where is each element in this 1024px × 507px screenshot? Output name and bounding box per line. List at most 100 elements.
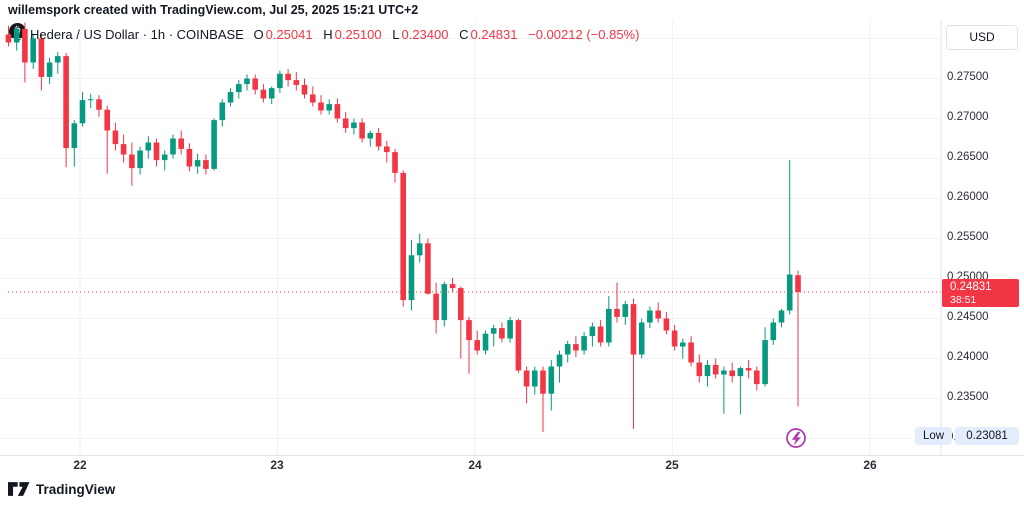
candle-body bbox=[285, 73, 291, 81]
candle-body bbox=[104, 109, 110, 131]
candle-body bbox=[293, 80, 300, 85]
candle-body bbox=[46, 62, 53, 77]
candle-body bbox=[671, 330, 678, 347]
price-tick: 0.26000 bbox=[947, 191, 989, 203]
candle-body bbox=[219, 102, 226, 121]
candle-body bbox=[729, 370, 735, 377]
price-tick: 0.26500 bbox=[947, 151, 989, 163]
candle-body bbox=[153, 142, 160, 161]
candle-body bbox=[87, 99, 94, 101]
candle-body bbox=[795, 275, 801, 292]
candle-body bbox=[13, 28, 20, 43]
time-tick-23: 23 bbox=[270, 458, 284, 472]
candle-body bbox=[260, 89, 267, 99]
candle-body bbox=[5, 34, 12, 43]
time-tick-22: 22 bbox=[73, 458, 87, 472]
candle-body bbox=[573, 344, 579, 351]
ohlc-high-label: H bbox=[323, 27, 333, 42]
candle-body bbox=[745, 368, 752, 371]
grid bbox=[0, 20, 941, 455]
candle-body bbox=[22, 28, 28, 63]
candle-body bbox=[236, 84, 242, 93]
candle-body bbox=[351, 122, 357, 129]
candle-body bbox=[384, 146, 390, 153]
attribution-text: willemspork created with TradingView.com… bbox=[8, 3, 419, 17]
candle-body bbox=[663, 318, 670, 331]
candle-body bbox=[523, 370, 530, 387]
candle-body bbox=[268, 88, 275, 99]
candle-body bbox=[490, 328, 497, 334]
candle-body bbox=[762, 340, 768, 385]
candle-body bbox=[688, 342, 694, 363]
tradingview-logo-link[interactable]: TradingView bbox=[8, 481, 115, 497]
candle-body bbox=[38, 38, 45, 77]
candle-body bbox=[458, 288, 464, 321]
tradingview-logo-icon bbox=[8, 482, 30, 496]
last-price-badge: 0.24831 38:51 bbox=[942, 279, 1019, 307]
candle-body bbox=[630, 304, 637, 355]
candle-body bbox=[433, 293, 439, 321]
candle-body bbox=[696, 362, 703, 377]
candle-body bbox=[96, 99, 102, 110]
candle-body bbox=[556, 354, 563, 367]
ohlc-low-label: L bbox=[392, 27, 400, 42]
time-tick-24: 24 bbox=[468, 458, 482, 472]
candle-body bbox=[161, 154, 168, 161]
candle-body bbox=[737, 368, 744, 377]
candle-body bbox=[655, 310, 661, 319]
currency-toggle-button[interactable]: USD bbox=[946, 25, 1018, 50]
candle-body bbox=[367, 132, 374, 139]
candle-body bbox=[277, 73, 283, 89]
candle-body bbox=[754, 370, 760, 385]
candle-body bbox=[416, 243, 423, 256]
candle-body bbox=[310, 94, 316, 103]
candle-body bbox=[71, 123, 78, 149]
candle-body bbox=[581, 336, 587, 351]
candle-body bbox=[614, 308, 620, 317]
candle-body bbox=[532, 370, 538, 387]
candle-body bbox=[375, 132, 382, 147]
last-price-value: 0.24831 bbox=[950, 281, 992, 293]
candle-body bbox=[441, 284, 448, 321]
low-marker-label: Low bbox=[915, 427, 952, 445]
bar-countdown: 38:51 bbox=[950, 294, 977, 306]
candle-body bbox=[194, 160, 201, 167]
candle-body bbox=[326, 104, 332, 111]
symbol-title: Hedera / US Dollar · 1h · COINBASE bbox=[30, 27, 244, 42]
candle-body bbox=[515, 320, 522, 371]
candle-body bbox=[227, 92, 234, 103]
candle-body bbox=[622, 304, 629, 317]
candle-body bbox=[211, 120, 217, 169]
ohlc-close-value: 0.24831 bbox=[470, 27, 518, 42]
candle-body bbox=[186, 148, 193, 167]
candle-body bbox=[342, 118, 349, 129]
candle-body bbox=[400, 172, 406, 301]
candle-body bbox=[589, 326, 596, 337]
change-value: −0.00212 (−0.85%) bbox=[528, 27, 640, 42]
candle-body bbox=[564, 344, 571, 355]
candle-body bbox=[449, 284, 456, 289]
candle-body bbox=[704, 364, 711, 377]
candle-body bbox=[79, 100, 86, 124]
candle-body bbox=[712, 364, 719, 375]
ohlc-close-label: C bbox=[459, 27, 469, 42]
candle-body bbox=[425, 243, 431, 294]
candle-body bbox=[129, 154, 135, 169]
ohlc-open-label: O bbox=[253, 27, 264, 42]
candle-body bbox=[55, 56, 61, 63]
candle-body bbox=[540, 370, 546, 394]
candle-body bbox=[318, 102, 324, 111]
candle-body bbox=[786, 274, 793, 311]
flash-icon[interactable] bbox=[786, 428, 806, 448]
time-tick-26: 26 bbox=[863, 458, 877, 472]
candle-body bbox=[606, 308, 612, 343]
candle-body bbox=[721, 370, 727, 375]
candle-body bbox=[482, 333, 489, 351]
symbol-legend[interactable]: Hedera / US Dollar · 1h · COINBASE O 0.25… bbox=[30, 27, 641, 42]
low-marker-value: 0.23081 bbox=[955, 427, 1019, 445]
price-tick: 0.24000 bbox=[947, 351, 989, 363]
candle-body bbox=[301, 84, 308, 95]
candle-body bbox=[252, 78, 258, 90]
